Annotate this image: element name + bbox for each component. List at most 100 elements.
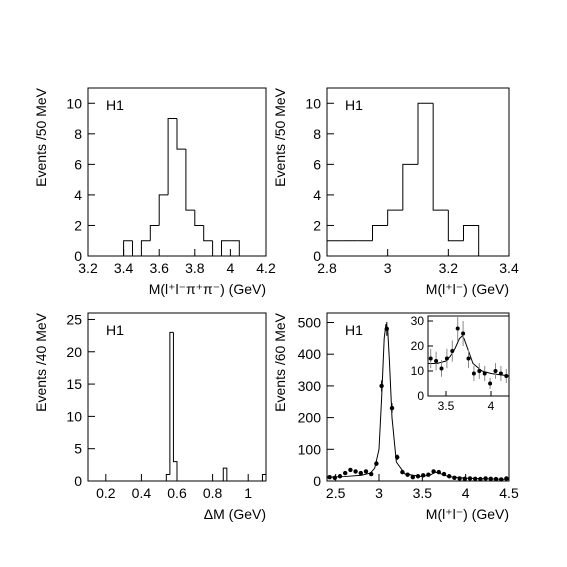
y-tick-label: 0 (74, 473, 82, 489)
data-point (389, 405, 395, 411)
x-tick-label: 1 (244, 485, 252, 501)
histogram-bin (203, 225, 213, 242)
y-tick-label: 0 (313, 473, 321, 489)
data-point (337, 474, 343, 479)
histogram-bin (158, 194, 169, 226)
inset-data-point (439, 366, 444, 371)
histogram-bin (387, 209, 403, 226)
inset-data-point (498, 371, 503, 376)
inset-data-point (504, 374, 509, 378)
inset-data-point (461, 331, 466, 336)
y-tick-label: 25 (66, 311, 82, 327)
data-point (441, 471, 447, 477)
data-point (405, 472, 410, 477)
histogram-bin (372, 224, 388, 241)
data-point (358, 470, 363, 476)
data-point (462, 476, 467, 481)
plot-frame (87, 312, 267, 482)
x-axis: 2.5 3 3.5 4 4.5 (326, 474, 519, 501)
y-tick-label: 8 (313, 126, 321, 142)
y-tick-label: 8 (74, 126, 82, 142)
histogram-bin (169, 331, 174, 475)
histogram-bin (432, 103, 449, 211)
data-point (327, 474, 332, 480)
inset-data-point (434, 359, 439, 363)
inset-y-tick-label: 20 (411, 339, 425, 353)
panel-top-left-histogram: 3.2 3.4 3.6 3.8 4 4.2 0 2 4 6 8 10 M(l⁺l⁻π⁺π⁻) (GeV)… (33, 87, 276, 297)
inset-data-point (477, 369, 482, 373)
y-tick-label: 500 (298, 315, 322, 331)
histogram-bin (417, 102, 434, 165)
data-point (447, 474, 452, 479)
inset-data-point (482, 371, 487, 376)
panel-label: H1 (106, 322, 124, 338)
x-tick-label: 4 (462, 485, 470, 501)
inset-data-point (455, 326, 460, 331)
histogram-bin (194, 210, 204, 226)
data-point (374, 461, 379, 466)
x-axis: 2.8 3 3.2 3.4 (317, 249, 519, 276)
data-point (348, 467, 353, 473)
histogram-bin (132, 240, 142, 257)
inset-plot: 3.5 4 0 10 20 30 (411, 314, 510, 413)
data-point (457, 476, 462, 481)
panel-label: H1 (345, 322, 363, 338)
x-tick-label: 3 (375, 485, 383, 501)
histogram-bin (222, 467, 228, 481)
y-tick-label: 6 (74, 156, 82, 172)
x-axis-label: M(l⁺l⁻π⁺π⁻) (GeV) (149, 281, 266, 297)
data-point (395, 455, 400, 460)
y-tick-label: 10 (66, 408, 82, 424)
x-axis: 0.2 0.4 0.6 0.8 1 (96, 474, 252, 501)
histogram-bin (149, 224, 160, 241)
data-point (431, 469, 436, 474)
histogram-bins (123, 118, 240, 257)
y-axis-label: Events /50 MeV (33, 87, 49, 186)
data-point (369, 471, 374, 477)
histogram-bin (140, 240, 151, 256)
histogram-bin (172, 332, 178, 481)
histogram-bins (326, 102, 480, 256)
y-axis: 0 2 4 6 8 10 (305, 95, 334, 264)
x-tick-label: 3.2 (78, 260, 98, 276)
inset-fit-curve (428, 335, 510, 377)
panel-label: H1 (345, 97, 363, 113)
x-axis-label: M(l⁺l⁻) (GeV) (426, 506, 509, 522)
y-axis: 0 2 4 6 8 10 (66, 95, 95, 264)
x-tick-label: 4 (227, 260, 235, 276)
data-point (467, 476, 473, 481)
panel-label: H1 (106, 97, 124, 113)
y-tick-label: 100 (298, 441, 322, 457)
data-point (400, 469, 405, 475)
y-axis-label: Events /40 MeV (33, 312, 49, 411)
x-tick-label: 0.6 (167, 485, 187, 501)
inset-data-point (428, 356, 433, 361)
data-point (426, 472, 431, 477)
histogram-bin (447, 210, 464, 242)
x-tick-label: 2.8 (317, 260, 337, 276)
data-points (327, 321, 509, 482)
x-tick-label: 4.5 (499, 485, 519, 501)
y-tick-label: 400 (298, 346, 322, 362)
data-point (332, 475, 337, 481)
inset-y-tick-label: 10 (411, 364, 425, 378)
histogram-bin (212, 240, 222, 257)
y-axis: 0 5 10 15 20 25 (66, 311, 95, 489)
histogram-bin (185, 149, 195, 211)
histogram-bin (463, 224, 480, 256)
y-tick-label: 15 (66, 376, 82, 392)
y-tick-label: 10 (305, 95, 321, 111)
histogram-bin (123, 240, 133, 256)
y-tick-label: 300 (298, 378, 322, 394)
inset-data-point (450, 349, 455, 353)
histogram-bin (261, 474, 267, 481)
x-tick-label: 0.4 (132, 485, 152, 501)
x-axis-label: ΔM (GeV) (204, 506, 266, 522)
inset-x-tick-label: 4 (488, 399, 495, 413)
x-tick-label: 3.4 (114, 260, 134, 276)
data-point (452, 475, 457, 481)
x-tick-label: 3 (384, 260, 392, 276)
histogram-bin (326, 240, 343, 256)
